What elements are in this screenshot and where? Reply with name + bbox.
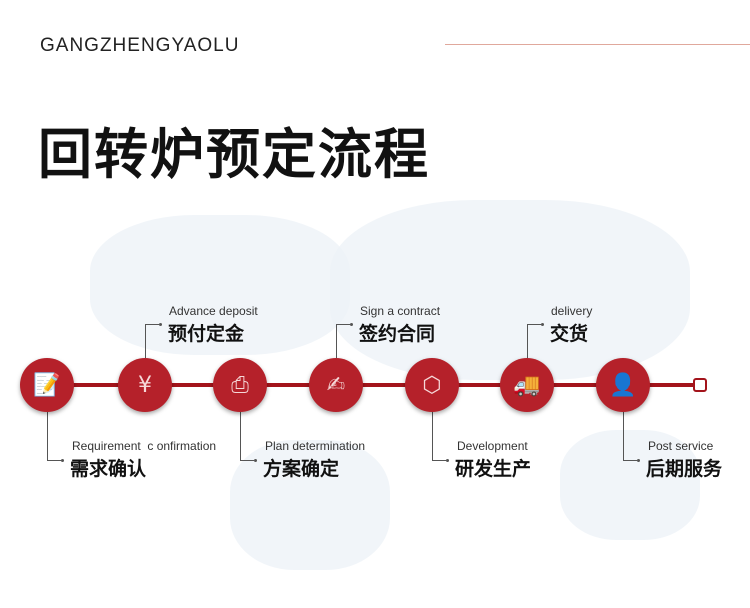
step-label-cn: 交货: [550, 323, 589, 345]
timeline-track: [47, 383, 695, 387]
step-label-cn: 需求确认: [70, 458, 147, 480]
brand-name: GANGZHENGYAOLU: [40, 35, 240, 56]
step-label-cn: 方案确定: [263, 458, 340, 480]
connector-dot: [254, 459, 257, 462]
connector-line: [336, 324, 337, 358]
connector-line: [432, 412, 433, 460]
step-label-cn: 后期服务: [646, 458, 723, 480]
connector-line: [336, 324, 350, 325]
world-map-background: [330, 200, 690, 380]
connector-line: [47, 412, 48, 460]
step-label-en: Requirement c onfirmation: [72, 439, 217, 453]
connector-line: [527, 324, 541, 325]
step-label-en: Development: [457, 439, 528, 453]
header-divider: [445, 44, 750, 45]
step-label-en: Advance deposit: [169, 304, 258, 318]
step-circle: ✍: [309, 358, 363, 412]
connector-line: [145, 324, 159, 325]
connector-line: [240, 412, 241, 460]
step-circle: ⬡: [405, 358, 459, 412]
step-circle: ¥: [118, 358, 172, 412]
connector-dot: [446, 459, 449, 462]
step-label-en: Sign a contract: [360, 304, 441, 318]
step-circle: 📝: [20, 358, 74, 412]
connector-line: [623, 460, 637, 461]
document-edit-icon: 📝: [33, 372, 61, 398]
connector-line: [623, 412, 624, 460]
step-circle: 👤: [596, 358, 650, 412]
connector-line: [432, 460, 446, 461]
step-label-cn: 签约合同: [359, 323, 436, 345]
step-label-en: delivery: [551, 304, 593, 318]
connector-dot: [541, 323, 544, 326]
world-map-background: [230, 440, 390, 570]
timeline-end-marker: [693, 378, 707, 392]
printer-icon: ⎙: [231, 372, 249, 398]
contract-sign-icon: ✍: [326, 372, 346, 398]
yen-icon: ¥: [138, 372, 152, 398]
connector-dot: [637, 459, 640, 462]
connector-line: [47, 460, 61, 461]
connector-dot: [350, 323, 353, 326]
step-circle: 🚚: [500, 358, 554, 412]
step-label-en: Post service: [648, 439, 714, 453]
truck-icon: 🚚: [513, 372, 541, 398]
page-title: 回转炉预定流程: [38, 123, 430, 186]
step-circle: ⎙: [213, 358, 267, 412]
connector-dot: [159, 323, 162, 326]
step-label-cn: 预付定金: [168, 323, 245, 345]
service-agent-icon: 👤: [609, 372, 637, 398]
world-map-background: [560, 430, 700, 540]
connector-line: [240, 460, 254, 461]
molecule-hexagon-icon: ⬡: [422, 372, 442, 398]
step-label-cn: 研发生产: [455, 458, 532, 480]
connector-line: [527, 324, 528, 358]
step-label-en: Plan determination: [265, 439, 366, 453]
connector-dot: [61, 459, 64, 462]
world-map-background: [90, 215, 350, 355]
connector-line: [145, 324, 146, 358]
